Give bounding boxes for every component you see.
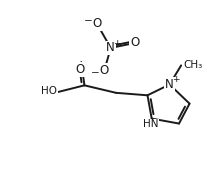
Text: −: − — [84, 16, 93, 26]
Text: O: O — [130, 37, 140, 50]
Text: N: N — [106, 41, 115, 54]
Text: +: + — [172, 75, 180, 84]
Text: CH₃: CH₃ — [183, 59, 203, 70]
Text: HN: HN — [143, 119, 158, 129]
Text: HO: HO — [41, 86, 57, 96]
Text: O: O — [100, 64, 109, 77]
Text: O: O — [92, 17, 102, 30]
Text: +: + — [113, 39, 120, 48]
Text: O: O — [76, 63, 85, 76]
Text: −: − — [91, 68, 100, 78]
Text: N: N — [165, 78, 174, 91]
